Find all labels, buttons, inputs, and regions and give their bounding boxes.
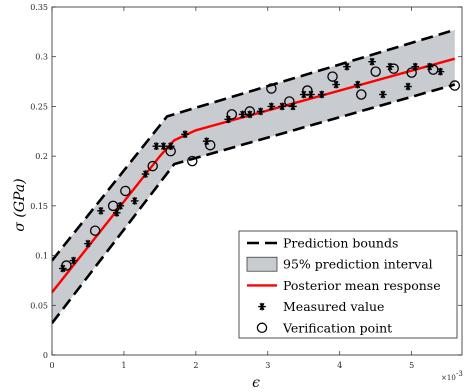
verification-point [388, 63, 399, 74]
legend-item: Measured value [258, 299, 384, 314]
legend-item: Verification point [256, 320, 392, 335]
measured-point [152, 142, 161, 150]
x-tick-label: 2 [193, 361, 198, 370]
verification-point [427, 64, 439, 75]
x-multiplier-exponent: -3 [456, 370, 463, 378]
verification-point [61, 260, 72, 271]
legend-swatch-star [258, 302, 266, 311]
measured-point [141, 170, 150, 178]
legend-label: 95% prediction interval [283, 257, 433, 272]
measured-point [84, 239, 92, 248]
y-tick-label: 0.35 [30, 3, 48, 12]
verification-point [147, 160, 158, 172]
measured-point [368, 57, 376, 66]
x-multiplier: ×10 [441, 374, 456, 382]
x-tick-label: 3 [265, 361, 270, 370]
verification-point [266, 83, 277, 94]
prediction-interval-band [52, 29, 455, 324]
verification-point [356, 89, 367, 100]
lower-bound-line [52, 83, 456, 324]
plot-area [52, 28, 461, 324]
measured-point [112, 209, 121, 217]
measured-point [404, 82, 412, 91]
x-tick-label: 5 [409, 361, 414, 370]
verification-point [187, 155, 198, 167]
measured-point [267, 102, 276, 111]
measured-point [159, 142, 168, 150]
legend-swatch-circle [256, 322, 268, 334]
measured-point [97, 207, 105, 215]
y-tick-label: 0.2 [35, 152, 48, 161]
y-tick-label: 0 [43, 351, 48, 360]
verification-point [370, 66, 381, 77]
y-tick-label: 0.3 [35, 53, 48, 62]
y-tick-label: 0.15 [30, 202, 48, 211]
upper-bound-line [52, 28, 456, 262]
verification-point [406, 67, 417, 78]
x-axis-label: ϵ [252, 375, 260, 391]
legend-label: Measured value [283, 299, 384, 314]
verification-point [120, 185, 131, 197]
measured-point [246, 110, 254, 119]
measured-point [278, 102, 286, 111]
verification-point [327, 71, 338, 82]
measured-point [256, 107, 265, 116]
measured-point [238, 110, 247, 119]
legend-item: Posterior mean response [247, 278, 441, 293]
verification-point [204, 139, 216, 151]
measured-point [353, 80, 362, 89]
measured-point [343, 62, 351, 71]
y-tick-label: 0.25 [30, 102, 48, 111]
verification-point [226, 109, 238, 120]
x-tick-label: 4 [337, 361, 342, 370]
legend-swatch-band [246, 256, 278, 272]
verification-point [284, 96, 295, 107]
legend-item: 95% prediction interval [246, 256, 433, 272]
measured-point [69, 256, 78, 265]
verification-point [165, 145, 176, 157]
measured-point [379, 90, 387, 99]
plot-layer [52, 28, 461, 324]
legend: Prediction bounds 95% prediction interval… [238, 230, 458, 339]
y-tick-label: 0.1 [35, 252, 48, 261]
verification-point [89, 225, 101, 236]
verification-point [107, 200, 119, 212]
legend-label: Verification point [282, 320, 392, 335]
legend-label: Prediction bounds [283, 236, 398, 251]
y-tick-label: 0.05 [30, 301, 48, 310]
legend-label: Posterior mean response [283, 278, 441, 293]
measured-point [130, 197, 139, 205]
y-axis-label: σ (GPa) [12, 178, 28, 231]
verification-point [449, 80, 461, 91]
measured-point [332, 80, 340, 89]
legend-item: Prediction bounds [247, 236, 398, 251]
measured-point [317, 90, 326, 99]
x-tick-label: 1 [121, 361, 126, 370]
measured-point [181, 130, 189, 139]
axes-frame [51, 6, 463, 356]
x-tick-label: 0 [49, 361, 54, 370]
axes-layer: 0 1 2 3 4 5 0 0.05 0.1 0.15 0.2 0.25 0.3 0.35 [30, 3, 463, 370]
verification-point [244, 106, 256, 117]
verification-point [302, 85, 313, 96]
